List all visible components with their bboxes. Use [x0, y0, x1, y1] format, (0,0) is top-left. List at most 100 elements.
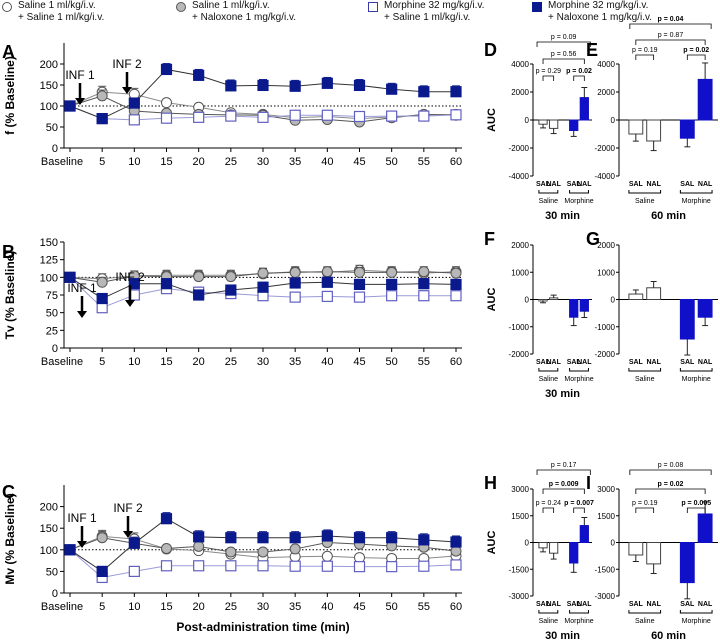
y-tick-label: 1000 [511, 268, 529, 277]
group-label: Morphine [564, 618, 593, 625]
x-tick-label: 5 [99, 601, 105, 613]
x-tick-label: Baseline [41, 156, 83, 168]
infusion-label: INF 1 [65, 68, 95, 82]
y-tick-label: 150 [40, 80, 58, 92]
y-tick-label: 2000 [511, 241, 529, 250]
x-tick-label: 40 [321, 156, 333, 168]
bar [579, 97, 589, 121]
data-point [450, 559, 462, 571]
p-value-label: p = 0.09 [551, 34, 577, 41]
bar [549, 119, 559, 129]
y-tick-label: -2000 [595, 350, 616, 359]
p-value-label: p = 0.04 [658, 16, 684, 23]
data-point [96, 532, 108, 544]
comparison-bracket [536, 469, 591, 475]
bar [628, 119, 644, 135]
infusion-label: INF 1 [67, 281, 97, 295]
data-point [289, 560, 301, 572]
data-point [418, 534, 430, 546]
bar-label: SAL [536, 601, 551, 608]
panel-letter: B [2, 242, 15, 262]
data-point [321, 530, 333, 542]
bar-label: NAL [646, 359, 661, 366]
bar [579, 299, 589, 312]
bar-label: NAL [646, 601, 661, 608]
y-tick-label: 3000 [597, 485, 615, 494]
y-tick-label: 0 [611, 296, 616, 305]
p-value-label: p = 0.02 [658, 481, 684, 488]
data-point [353, 79, 366, 92]
panel-b: B 0 25 50 75 100 125 150 Baseline 5 10 15 20 25 30 35 40… [2, 237, 462, 368]
filled-square-icon [532, 2, 542, 12]
p-value-label: p = 0.02 [566, 68, 592, 75]
bar-label: SAL [629, 601, 644, 608]
data-point [450, 86, 462, 98]
group-bracket [569, 610, 589, 614]
data-point [450, 109, 462, 121]
panel-letter: A [2, 42, 15, 62]
y-tick-label: 0 [52, 143, 58, 155]
panel-letter: H [484, 473, 497, 493]
bar-label: SAL [567, 181, 582, 188]
x-tick-label: 60 [450, 356, 462, 368]
x-tick-label: 5 [99, 156, 105, 168]
y-tick-label: 25 [46, 325, 58, 337]
y-tick-label: 2000 [511, 88, 529, 97]
panel-c: C 0 50 100 150 200 Baseline 5 10 15 20 25 30 35 40 45 50… [2, 482, 462, 634]
open-circle-icon [2, 2, 12, 12]
x-tick-label: 15 [160, 156, 172, 168]
comparison-bracket [686, 54, 706, 60]
data-point [450, 536, 462, 548]
data-point [193, 531, 205, 543]
legend-label-line2: + Naloxone 1 mg/kg/i.v. [548, 12, 653, 23]
panel-letter: G [586, 229, 600, 249]
data-point [386, 266, 398, 278]
x-tick-label: Baseline [41, 356, 83, 368]
p-value-label: p = 0.17 [551, 462, 577, 469]
bar [697, 513, 713, 544]
comparison-bracket [573, 507, 585, 513]
data-point [160, 513, 173, 525]
p-value-label: p = 0.19 [632, 47, 658, 54]
p-value-label: p = 0.19 [632, 500, 658, 507]
data-point [353, 291, 366, 303]
y-tick-label: 0 [52, 343, 58, 355]
data-point [160, 278, 173, 290]
x-tick-label: 20 [193, 356, 205, 368]
bar-label: NAL [577, 601, 592, 608]
bar-label: NAL [646, 181, 661, 188]
panel-letter: E [586, 40, 598, 60]
y-tick-label: -1500 [595, 565, 616, 574]
bar [538, 542, 548, 549]
group-bracket [538, 190, 559, 194]
data-point [450, 278, 462, 290]
y-tick-label: 50 [46, 566, 58, 578]
group-bracket [679, 368, 713, 372]
group-label: Saline [635, 198, 655, 205]
comparison-bracket [635, 507, 655, 513]
group-bracket [628, 190, 662, 194]
data-point [257, 267, 269, 279]
bar-label: NAL [546, 601, 561, 608]
legend-label-line2: + Saline 1 ml/kg/i.v. [384, 12, 471, 23]
x-tick-label: 55 [418, 601, 430, 613]
group-label: Morphine [564, 198, 593, 205]
infusion-label: INF 2 [115, 270, 145, 284]
data-point [128, 97, 140, 109]
group-bracket [538, 610, 559, 614]
y-tick-label: 150 [40, 523, 58, 535]
bar-label: SAL [629, 181, 644, 188]
data-point [96, 565, 108, 578]
bar-label: SAL [680, 181, 695, 188]
data-point [321, 550, 333, 562]
y-tick-label: 50 [46, 308, 58, 320]
data-point [386, 110, 398, 122]
bar-label: NAL [546, 181, 561, 188]
x-tick-label: 50 [386, 356, 398, 368]
legend-label-line1: Morphine 32 mg/kg/i.v. [548, 0, 649, 11]
x-tick-label: 30 [257, 156, 269, 168]
data-point [321, 77, 333, 89]
x-tick-label: Baseline [41, 601, 83, 613]
data-point [354, 266, 365, 278]
x-tick-label: 40 [321, 356, 333, 368]
